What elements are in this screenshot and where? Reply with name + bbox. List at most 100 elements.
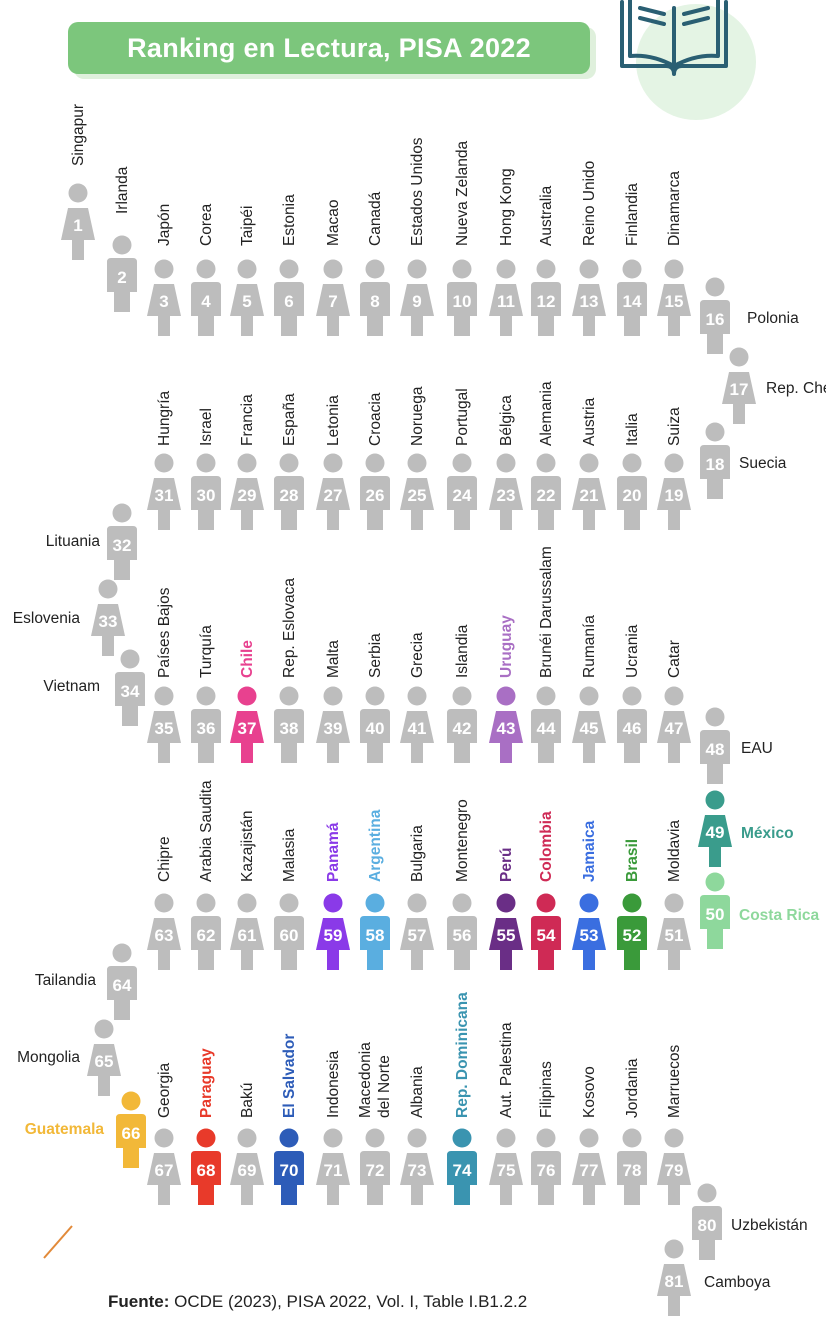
rank-figure-28: 28 España — [274, 393, 304, 530]
rank-number: 14 — [623, 292, 642, 311]
figure-head — [452, 453, 472, 473]
country-label: Lituania — [46, 533, 101, 550]
figure-body — [147, 1153, 181, 1205]
figure-body — [316, 478, 350, 530]
rank-number: 8 — [370, 292, 379, 311]
country-label: Camboya — [704, 1274, 771, 1291]
figure-body — [617, 916, 647, 970]
figure-body — [230, 1153, 264, 1205]
rank-figure-69: 69 Bakú — [230, 1083, 264, 1205]
chart-title: Ranking en Lectura, PISA 2022 — [68, 22, 590, 74]
country-label: Grecia — [409, 632, 426, 678]
country-label: Serbia — [367, 633, 384, 678]
rank-number: 66 — [122, 1124, 141, 1143]
rank-figure-64: 64 Tailandia — [35, 943, 137, 1020]
country-label: Aut. Palestina — [498, 1022, 515, 1118]
country-label: Vietnam — [43, 678, 100, 695]
country-label: Bulgaria — [409, 825, 426, 882]
rank-number: 21 — [580, 486, 599, 505]
country-label: Moldavia — [666, 820, 683, 882]
country-label: Marruecos — [666, 1045, 683, 1118]
rank-figure-40: 40 Serbia — [360, 633, 390, 763]
figure-head — [452, 259, 472, 279]
figure-head — [622, 453, 642, 473]
rank-number: 50 — [706, 905, 725, 924]
figure-body — [700, 895, 730, 949]
country-label: Irlanda — [114, 166, 131, 214]
rank-figure-29: 29 Francia — [230, 394, 264, 530]
figure-head — [94, 1019, 114, 1039]
rank-figure-35: 35 Países Bajos — [147, 587, 181, 763]
figure-body — [116, 1114, 146, 1168]
source-text: OCDE (2023), PISA 2022, Vol. I, Table I.… — [169, 1292, 528, 1311]
rank-number: 57 — [408, 926, 427, 945]
rank-number: 56 — [453, 926, 472, 945]
rank-number: 16 — [706, 310, 725, 329]
country-label: Uruguay — [498, 615, 515, 678]
figure-body — [657, 1153, 691, 1205]
figure-body — [400, 711, 434, 763]
rank-figure-4: 4 Corea — [191, 203, 221, 336]
figure-body — [147, 478, 181, 530]
rank-number: 77 — [580, 1161, 599, 1180]
figure-head — [196, 259, 216, 279]
figure-head — [407, 893, 427, 913]
figure-body — [489, 284, 523, 336]
figure-body — [489, 711, 523, 763]
figure-head — [664, 259, 684, 279]
rank-number: 6 — [284, 292, 293, 311]
rank-figure-14: 14 Finlandia — [617, 183, 647, 336]
figure-head — [237, 259, 257, 279]
figure-body — [617, 476, 647, 530]
rank-figure-20: 20 Italia — [617, 413, 647, 530]
rank-figure-45: 45 Rumanía — [572, 615, 606, 763]
rank-number: 81 — [665, 1272, 684, 1291]
rank-figure-23: 23 Bélgica — [489, 395, 523, 530]
figure-head — [705, 277, 725, 297]
rank-figure-25: 25 Noruega — [400, 386, 434, 530]
figure-head — [622, 686, 642, 706]
decorative-line — [43, 1225, 73, 1259]
rank-figure-44: 44 Brunéi Darussalam — [531, 546, 561, 763]
country-label: Francia — [239, 394, 256, 446]
country-label: Argentina — [367, 809, 384, 882]
rank-number: 26 — [366, 486, 385, 505]
country-label: Turquía — [198, 625, 215, 678]
rank-number: 17 — [730, 380, 749, 399]
rank-number: 59 — [324, 926, 343, 945]
rank-number: 62 — [197, 926, 216, 945]
rank-number: 33 — [99, 612, 118, 631]
rank-figure-76: 76 Filipinas — [531, 1061, 561, 1205]
country-label: Indonesia — [325, 1050, 342, 1118]
figure-body — [274, 916, 304, 970]
figure-body — [191, 282, 221, 336]
figure-body — [531, 709, 561, 763]
rank-number: 76 — [537, 1161, 556, 1180]
rank-number: 78 — [623, 1161, 642, 1180]
country-label: Corea — [198, 203, 215, 246]
figure-body — [617, 282, 647, 336]
rank-number: 36 — [197, 719, 216, 738]
figure-head — [237, 1128, 257, 1148]
figure-head — [237, 893, 257, 913]
rank-figure-57: 57 Bulgaria — [400, 825, 434, 970]
rank-number: 30 — [197, 486, 216, 505]
rank-figure-77: 77 Kosovo — [572, 1066, 606, 1205]
country-label: Filipinas — [538, 1061, 555, 1118]
rank-number: 9 — [412, 292, 421, 311]
figure-head — [154, 259, 174, 279]
figure-body — [447, 709, 477, 763]
figure-head — [365, 893, 385, 913]
country-label: Macao — [325, 199, 342, 246]
rank-number: 54 — [537, 926, 556, 945]
figure-head — [664, 893, 684, 913]
figure-body — [191, 709, 221, 763]
country-label: Tailandia — [35, 972, 97, 989]
country-label: México — [741, 825, 794, 842]
rank-figure-67: 67 Georgia — [147, 1062, 181, 1205]
figure-head — [407, 259, 427, 279]
country-label: Bélgica — [498, 395, 515, 446]
rank-figure-80: 80 Uzbekistán — [692, 1183, 808, 1260]
figure-body — [489, 918, 523, 970]
